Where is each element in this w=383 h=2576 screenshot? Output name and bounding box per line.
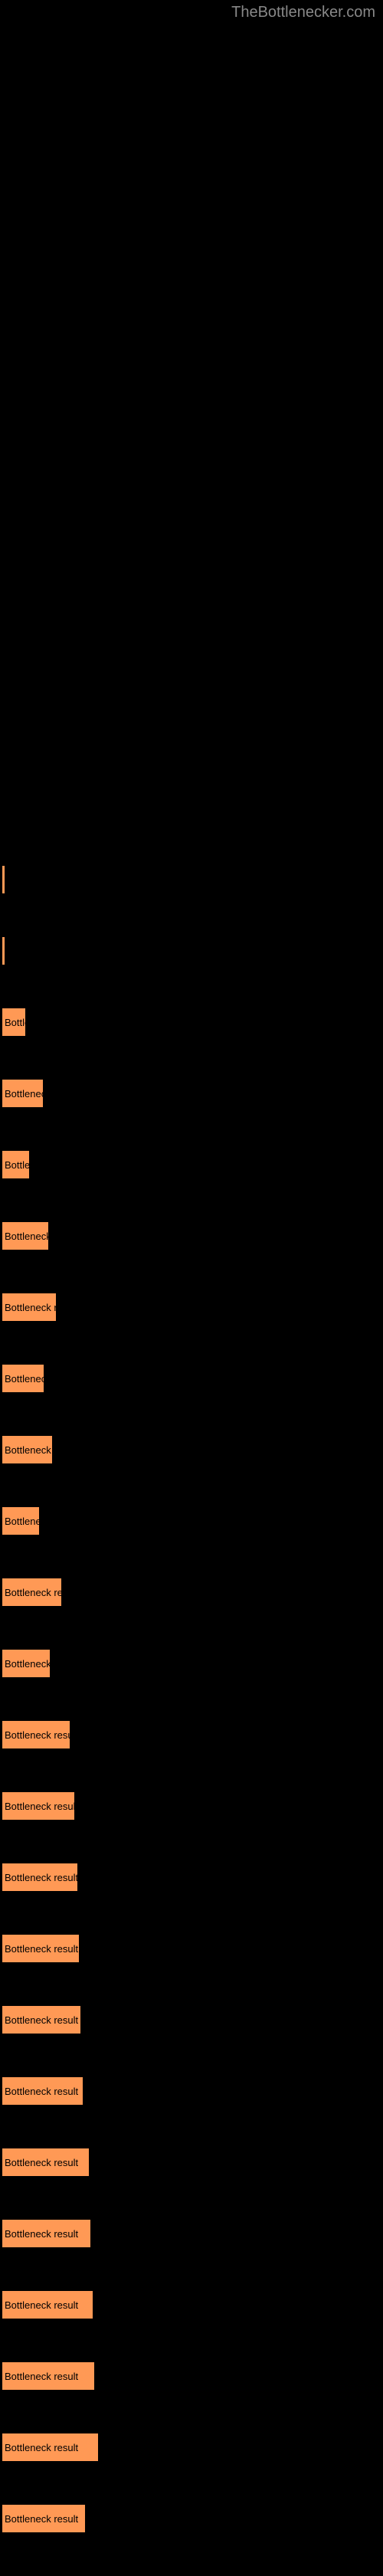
bar-label: Bottlenec bbox=[5, 1516, 39, 1527]
bar-row: Bottleneck bbox=[2, 1365, 383, 1392]
bar-row: Bottleneck re bbox=[2, 1436, 383, 1463]
bar-row: Bottleneck result bbox=[2, 2148, 383, 2176]
chart-bar bbox=[2, 866, 5, 893]
chart-bar: Bottleneck result bbox=[2, 2006, 80, 2034]
bar-row: Bottleneck result bbox=[2, 2291, 383, 2319]
bar-label: Bottleneck result bbox=[5, 1872, 77, 1883]
bar-label: Bottleneck r bbox=[5, 1658, 50, 1670]
bar-label: Bottleneck re bbox=[5, 1444, 52, 1456]
bar-row: Bottlenec bbox=[2, 1507, 383, 1535]
chart-bar: Bottlenec bbox=[2, 1507, 39, 1535]
chart-bar: Bottleneck bbox=[2, 1365, 44, 1392]
bar-row: Bottle bbox=[2, 1008, 383, 1036]
chart-bar: Bottleneck re bbox=[2, 1436, 52, 1463]
chart-bar: Bottleneck result bbox=[2, 2148, 89, 2176]
bar-row: Bottleneck result bbox=[2, 2433, 383, 2461]
chart-bar: Bottleneck result bbox=[2, 2291, 93, 2319]
chart-bar: Bottle bbox=[2, 1008, 25, 1036]
bar-row: Bottleneck resu bbox=[2, 1578, 383, 1606]
bar-label: Bottleneck result bbox=[5, 1943, 78, 1955]
bar-label: Bottleneck res bbox=[5, 1302, 56, 1313]
bar-row: Bottleneck result bbox=[2, 2362, 383, 2390]
chart-bar: Bottleneck result bbox=[2, 1863, 77, 1891]
bar-row: Bottleneck result bbox=[2, 1935, 383, 1962]
bar-label: Bottleneck result bbox=[5, 1801, 74, 1812]
bar-label: Bottle bbox=[5, 1017, 25, 1028]
bar-label: Bottler bbox=[5, 1159, 29, 1171]
bar-label: Bottleneck r bbox=[5, 1231, 48, 1242]
chart-bar: Bottler bbox=[2, 1151, 29, 1178]
bar-row: Bottleneck result bbox=[2, 2006, 383, 2034]
chart-bar: Bottleneck bbox=[2, 1080, 43, 1107]
bar-row: Bottleneck result bbox=[2, 2505, 383, 2532]
bar-row: Bottleneck result bbox=[2, 2220, 383, 2247]
bar-label: Bottleneck result bbox=[5, 1729, 70, 1741]
bar-label: Bottleneck result bbox=[5, 2157, 78, 2168]
chart-bar: Bottleneck result bbox=[2, 1935, 79, 1962]
bar-row: Bottleneck r bbox=[2, 1650, 383, 1677]
chart-bar: Bottleneck res bbox=[2, 1293, 56, 1321]
chart-bar: Bottleneck result bbox=[2, 1721, 70, 1748]
chart-bar: Bottleneck r bbox=[2, 1650, 50, 1677]
bar-row: Bottleneck result bbox=[2, 1721, 383, 1748]
bar-row: Bottleneck result bbox=[2, 1863, 383, 1891]
chart-bar: Bottleneck result bbox=[2, 2362, 94, 2390]
bar-label: Bottleneck result bbox=[5, 2086, 78, 2097]
bar-chart: Bottle Bottleneck Bottler Bottleneck r Bottl… bbox=[0, 0, 383, 2532]
bar-label: Bottleneck resu bbox=[5, 1587, 61, 1598]
chart-bar: Bottleneck result bbox=[2, 2220, 90, 2247]
watermark-text: TheBottlenecker.com bbox=[231, 4, 375, 21]
chart-bar: Bottleneck r bbox=[2, 1222, 48, 1250]
bar-row: Bottleneck bbox=[2, 1080, 383, 1107]
bar-label: Bottleneck result bbox=[5, 2228, 78, 2240]
chart-bar: Bottleneck result bbox=[2, 2433, 98, 2461]
chart-bar: Bottleneck result bbox=[2, 2505, 85, 2532]
bar-row: Bottler bbox=[2, 1151, 383, 1178]
chart-bar: Bottleneck resu bbox=[2, 1578, 61, 1606]
bar-row bbox=[2, 937, 383, 965]
chart-bar: Bottleneck result bbox=[2, 2077, 83, 2105]
chart-bar: Bottleneck result bbox=[2, 1792, 74, 1820]
bar-row: Bottleneck res bbox=[2, 1293, 383, 1321]
bar-label: Bottleneck result bbox=[5, 2371, 78, 2382]
bar-label: Bottleneck bbox=[5, 1088, 43, 1100]
bar-label: Bottleneck result bbox=[5, 2014, 78, 2026]
bar-label: Bottleneck result bbox=[5, 2442, 78, 2453]
bar-label: Bottleneck result bbox=[5, 2299, 78, 2311]
bar-row bbox=[2, 866, 383, 893]
bar-label: Bottleneck result bbox=[5, 2513, 78, 2525]
bar-label: Bottleneck bbox=[5, 1373, 44, 1385]
bar-row: Bottleneck result bbox=[2, 1792, 383, 1820]
bar-row: Bottleneck r bbox=[2, 1222, 383, 1250]
bar-row: Bottleneck result bbox=[2, 2077, 383, 2105]
chart-bar bbox=[2, 937, 5, 965]
